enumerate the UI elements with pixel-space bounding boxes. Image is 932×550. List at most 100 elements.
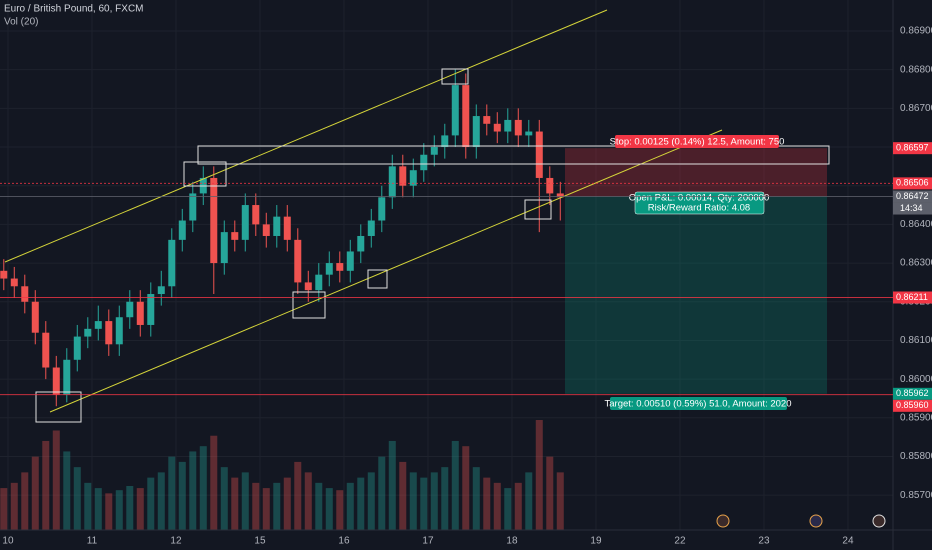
candle-body <box>325 263 333 275</box>
volume-bar <box>241 472 249 530</box>
x-tick-label: 19 <box>590 536 602 547</box>
volume-bar <box>367 472 375 530</box>
candle-body <box>220 232 228 264</box>
volume-bar <box>283 477 291 530</box>
volume-bar <box>325 488 333 530</box>
target-label: Target: 0.00510 (0.59%) 51.0, Amount: 20… <box>605 399 792 410</box>
candle-body <box>241 205 249 240</box>
volume-bar <box>472 467 480 530</box>
candle-body <box>483 116 491 124</box>
position-labels: Stop: 0.00125 (0.14%) 12.5, Amount: 750 … <box>605 135 792 410</box>
price-marker-box <box>893 291 932 304</box>
candle-body <box>10 278 18 287</box>
pnl-label-box <box>634 191 765 215</box>
target-zone <box>565 196 827 394</box>
pivot-box <box>367 269 388 289</box>
event-icons <box>716 514 886 528</box>
price-marker-label: 0.85962 <box>896 388 929 398</box>
candle-body <box>73 336 81 360</box>
volume-bar <box>136 488 144 530</box>
candle-body <box>346 251 354 271</box>
x-tick-label: 11 <box>87 536 98 547</box>
volume-bar <box>357 477 365 530</box>
volume-bar <box>157 472 165 530</box>
candle-body <box>514 119 522 136</box>
price-markers: 0.86597 0.86506 0.86472 14:34 0.86211 0.85962… <box>0 142 932 412</box>
candle-body <box>304 282 312 291</box>
candle-body <box>84 328 92 337</box>
candle-body <box>283 216 291 240</box>
candle-body <box>430 147 438 155</box>
price-marker-label: 0.86211 <box>896 292 928 302</box>
volume-bar <box>336 490 344 530</box>
pivot-box <box>524 199 552 220</box>
candle-body <box>231 232 239 240</box>
drawings <box>4 9 830 423</box>
candle-body <box>388 166 396 198</box>
stop-label: Stop: 0.00125 (0.14%) 12.5, Amount: 750 <box>610 137 785 148</box>
price-marker-box <box>893 142 932 155</box>
pivot-box <box>292 291 326 319</box>
candle-body <box>378 197 386 221</box>
candle-body <box>262 224 270 236</box>
candle-body <box>357 235 365 252</box>
price-marker-label: 0.86472 <box>896 191 929 201</box>
chart-title: Euro / British Pound, 60, FXCM <box>4 4 144 15</box>
candle-body <box>42 332 50 368</box>
candle-body <box>535 131 543 178</box>
target-label-box <box>610 397 787 410</box>
volume-bar <box>31 456 39 530</box>
pnl-label: Open P&L: 0.00014, Qty: 200000 <box>629 193 770 204</box>
candle-body <box>157 286 165 295</box>
x-tick-label: 15 <box>254 536 266 547</box>
candle-body <box>315 274 323 291</box>
candle-body <box>105 321 113 345</box>
volume-bar <box>441 467 449 530</box>
price-marker-label: 0.86597 <box>896 143 929 153</box>
x-tick-label: 22 <box>674 536 686 547</box>
candle-body <box>546 177 554 194</box>
volume-bar <box>94 488 102 530</box>
volume-bar <box>430 472 438 530</box>
candle-body <box>556 193 564 198</box>
volume-bar <box>147 477 155 530</box>
event-icon[interactable] <box>809 514 823 528</box>
volume-bar <box>0 488 8 530</box>
volume-bar <box>252 482 260 530</box>
candles <box>0 69 564 407</box>
volume-bar <box>525 472 533 530</box>
candle-body <box>115 317 123 345</box>
candle-body <box>178 220 186 240</box>
event-icon[interactable] <box>872 514 886 528</box>
volume-bar <box>388 440 396 530</box>
volume-bar <box>115 490 123 530</box>
candle-body <box>294 239 302 283</box>
price-marker-box <box>893 399 932 412</box>
volume-bar <box>514 482 522 530</box>
volume-bar <box>73 467 81 530</box>
position-zones <box>565 148 827 394</box>
price-marker-box <box>893 177 932 190</box>
volume-bar <box>294 461 302 530</box>
candle-body <box>136 301 144 325</box>
countdown-box <box>893 202 932 215</box>
volume-bar <box>399 461 407 530</box>
candle-body <box>126 301 134 318</box>
volume-bar <box>483 477 491 530</box>
candle-body <box>52 367 60 395</box>
volume-bar <box>546 456 554 530</box>
indicator-label: Vol (20) <box>4 17 38 28</box>
candle-body <box>441 135 449 148</box>
x-tick-label: 12 <box>170 536 182 547</box>
x-tick-label: 16 <box>338 536 350 547</box>
volume-bar <box>262 488 270 530</box>
event-icon[interactable] <box>716 514 730 528</box>
